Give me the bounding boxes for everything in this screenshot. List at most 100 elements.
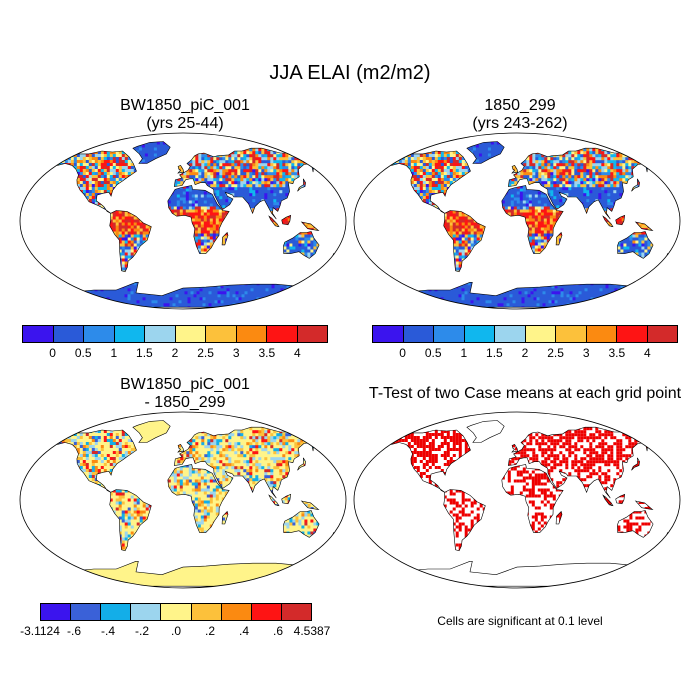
colorbar-swatch <box>84 326 115 342</box>
coastline <box>283 510 320 538</box>
coastline <box>132 420 171 443</box>
coastline <box>507 147 658 220</box>
coastline <box>634 500 654 511</box>
colorbar-swatch <box>525 326 556 342</box>
colorbar-tick-label: 2 <box>521 346 529 360</box>
coastline <box>511 165 519 174</box>
colorbar-tick-label: -3.1124 <box>20 624 60 638</box>
colorbar-swatch <box>464 326 495 342</box>
figure-title: JJA ELAI (m2/m2) <box>269 62 431 84</box>
land-antarctica <box>43 561 317 587</box>
colorbar-top-right <box>372 325 678 343</box>
colorbar-tick-label: 3 <box>232 346 240 360</box>
coastline <box>109 210 152 273</box>
panel-title-line2: - 1850_299 <box>144 394 226 411</box>
colorbar-tick-label: 2.5 <box>197 346 214 360</box>
colorbar-tick-label: 4 <box>644 346 651 360</box>
coastline <box>386 150 471 214</box>
colorbar-tick-label: .0 <box>170 624 182 638</box>
coastline <box>631 178 640 192</box>
colorbar-tick-label: 3 <box>582 346 590 360</box>
land-antarctica <box>43 282 317 308</box>
panel-title-line2: (yrs 25-44) <box>146 115 224 132</box>
coastline <box>324 532 338 545</box>
coastline <box>173 426 324 499</box>
coastline <box>615 493 626 505</box>
coastline <box>615 214 626 226</box>
coastline <box>52 429 137 493</box>
coastline <box>177 165 185 174</box>
significance-note: Cells are significant at 0.1 level <box>437 614 603 628</box>
coastline <box>501 185 564 254</box>
colorbar-swatch <box>161 604 192 620</box>
colorbar-swatch <box>495 326 526 342</box>
colorbar-tick-label: 1 <box>110 346 118 360</box>
coastline <box>501 464 564 533</box>
colorbar-swatch <box>617 326 648 342</box>
colorbar-swatch <box>71 604 102 620</box>
coastline <box>281 493 292 505</box>
colorbar-tick-label: 1.5 <box>136 346 153 360</box>
map-bottom-left <box>19 411 347 589</box>
coastline <box>555 510 563 525</box>
colorbar-swatch <box>434 326 465 342</box>
map-top-right <box>353 132 681 310</box>
colorbar-swatch <box>373 326 404 342</box>
map-border <box>19 132 347 310</box>
colorbar-swatch <box>403 326 434 342</box>
land-japan <box>297 178 306 192</box>
coastline <box>268 494 280 507</box>
colorbar-tick-label: 0.5 <box>424 346 442 360</box>
coastline <box>631 457 640 471</box>
panel-title-top-left: BW1850_piC_001 (yrs 25-44) <box>20 97 350 133</box>
land-newguinea <box>301 501 319 510</box>
colorbar-tick-label: -.6 <box>66 624 82 638</box>
colorbar-tick-label: 0 <box>49 346 56 360</box>
land-japan <box>631 178 640 192</box>
colorbar-swatch <box>281 604 311 620</box>
land-antarctica <box>377 282 651 308</box>
colorbar-swatch <box>647 326 677 342</box>
land-nz <box>658 253 672 266</box>
coastline <box>132 141 171 164</box>
colorbar-tick-label: .2 <box>204 624 216 638</box>
coastline <box>377 561 652 587</box>
colorbar-tick-label: 0 <box>399 346 406 360</box>
colorbar-tick-label: 3.5 <box>608 346 626 360</box>
land-newguinea <box>301 222 319 231</box>
land-nz <box>324 532 338 545</box>
colorbar-tick-label: 3.5 <box>258 346 276 360</box>
colorbar-swatch <box>221 604 252 620</box>
colorbar-swatch <box>41 604 72 620</box>
coastline <box>634 221 654 232</box>
coastline <box>602 494 614 507</box>
panel-title-line1: 1850_299 <box>484 97 556 114</box>
coastline <box>283 231 320 259</box>
coastline <box>173 147 324 220</box>
coastline <box>324 253 338 266</box>
colorbar-swatch <box>53 326 84 342</box>
land-uk <box>512 444 518 451</box>
coastline <box>297 457 306 471</box>
coastline <box>300 221 320 232</box>
panel-title-line2: (yrs 243-262) <box>472 115 568 132</box>
coastline <box>297 178 306 192</box>
panel-title-bottom-left: BW1850_piC_001 - 1850_299 <box>20 376 350 412</box>
colorbar-swatch <box>297 326 327 342</box>
coastline <box>52 150 137 214</box>
colorbar-tick-label: 4.5387 <box>293 624 331 638</box>
colorbar-swatch <box>586 326 617 342</box>
coastline <box>167 185 230 254</box>
colorbar-tick-label: .4 <box>238 624 250 638</box>
colorbar-swatch <box>23 326 54 342</box>
colorbar-swatch <box>175 326 206 342</box>
map-border <box>353 411 681 589</box>
colorbar-swatch <box>267 326 298 342</box>
colorbar-swatch <box>145 326 176 342</box>
coastline <box>507 426 658 499</box>
coastline <box>221 231 229 246</box>
colorbar-swatch <box>131 604 162 620</box>
land-samerica <box>443 210 486 272</box>
coastline <box>658 253 672 266</box>
colorbar-swatch <box>251 604 282 620</box>
